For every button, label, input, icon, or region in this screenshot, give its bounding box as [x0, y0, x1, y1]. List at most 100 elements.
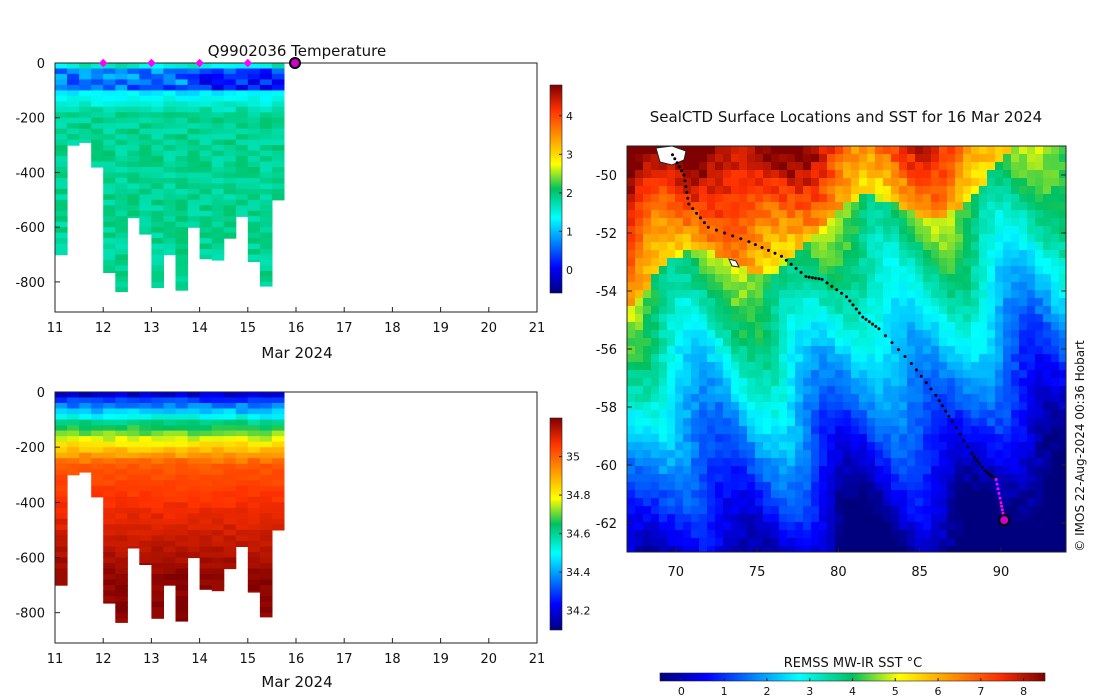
profile-cell [235, 447, 249, 454]
profile-cell [175, 84, 189, 91]
sst-cell [707, 226, 716, 235]
sst-cell [747, 386, 756, 395]
sst-cell [1003, 314, 1012, 323]
sst-cell [939, 466, 948, 475]
profile-cell [199, 161, 213, 168]
profile-cell [163, 392, 176, 399]
sst-cell [651, 338, 660, 347]
sst-cell [659, 322, 668, 331]
profile-cell [139, 199, 152, 206]
sst-cell [923, 242, 932, 251]
sst-cell [763, 202, 772, 211]
sst-cell [891, 530, 900, 539]
profile-cell [163, 535, 176, 542]
sst-cell [819, 506, 828, 515]
profile-cell [115, 585, 128, 592]
profile-cell [127, 524, 140, 531]
profile-cell [139, 485, 152, 492]
profile-cell [199, 172, 213, 179]
sst-cell [891, 450, 900, 459]
sst-cell [827, 490, 836, 499]
track-point [987, 472, 991, 476]
sst-cell [667, 338, 676, 347]
sst-cell [627, 370, 636, 379]
sst-cell [1043, 538, 1052, 547]
sst-cell [955, 202, 964, 211]
sst-cell [891, 242, 900, 251]
sst-cell [675, 410, 684, 419]
profile-cell [259, 607, 273, 614]
profile-cell [247, 563, 261, 570]
sst-cell [931, 522, 940, 531]
sst-cell [899, 282, 908, 291]
sst-cell [835, 530, 844, 539]
sst-cell [787, 370, 796, 379]
profile-cell [175, 276, 189, 283]
sst-cell [1035, 530, 1044, 539]
sst-cell [915, 370, 924, 379]
profile-cell [187, 452, 201, 459]
profile-cell [175, 238, 189, 245]
sst-cell [1043, 226, 1052, 235]
sst-cell [1011, 522, 1020, 531]
profile-cell [199, 134, 213, 141]
sst-cell [859, 410, 868, 419]
profile-cell [247, 474, 261, 481]
sst-cell [779, 354, 788, 363]
profile-cell [175, 518, 189, 525]
sst-cell [667, 194, 676, 203]
sst-cell [1051, 354, 1060, 363]
sst-cell [835, 250, 844, 259]
sst-cell [1051, 290, 1060, 299]
sst-cell [715, 258, 724, 267]
track-point [747, 240, 751, 244]
sst-cell [891, 546, 900, 553]
sst-cell [747, 298, 756, 307]
sst-cell [923, 426, 932, 435]
sst-cell [947, 538, 956, 547]
sst-cell [699, 258, 708, 267]
sst-cell [723, 506, 732, 515]
sst-tick-label: 2 [763, 685, 770, 698]
sst-cell [787, 274, 796, 283]
sst-cell [891, 194, 900, 203]
profile-cell [247, 167, 261, 174]
profile-cell [163, 150, 176, 157]
profile-cell [55, 139, 68, 146]
sst-cell [763, 218, 772, 227]
sst-cell [747, 186, 756, 195]
sst-cell [851, 490, 860, 499]
track-point [684, 185, 688, 189]
profile-cell [211, 568, 225, 575]
profile-cell [259, 216, 273, 223]
sst-cell [1043, 186, 1052, 195]
sst-cell [747, 530, 756, 539]
profile-cell [211, 101, 225, 108]
sst-cell [979, 466, 988, 475]
profile-cell [127, 177, 140, 184]
sst-cell [723, 282, 732, 291]
sst-cell [1059, 178, 1067, 187]
sst-cell [683, 170, 692, 179]
sst-cell [875, 162, 884, 171]
sst-cell [1035, 426, 1044, 435]
sst-cell [1011, 330, 1020, 339]
sst-cell [787, 490, 796, 499]
sst-cell [755, 474, 764, 483]
profile-cell [79, 73, 92, 80]
sst-cell [915, 506, 924, 515]
sst-cell [939, 154, 948, 163]
sst-cell [691, 234, 700, 243]
profile-cell [55, 205, 68, 212]
sst-cell [843, 298, 852, 307]
sst-cell [827, 482, 836, 491]
sst-cell [1003, 522, 1012, 531]
sst-cell [795, 178, 804, 187]
sst-cell [1003, 538, 1012, 547]
sst-cell [859, 290, 868, 299]
sst-cell [1059, 506, 1067, 515]
sst-cell [875, 482, 884, 491]
profile-cell [151, 210, 164, 217]
sst-cell [875, 378, 884, 387]
profile-cell [187, 425, 201, 432]
